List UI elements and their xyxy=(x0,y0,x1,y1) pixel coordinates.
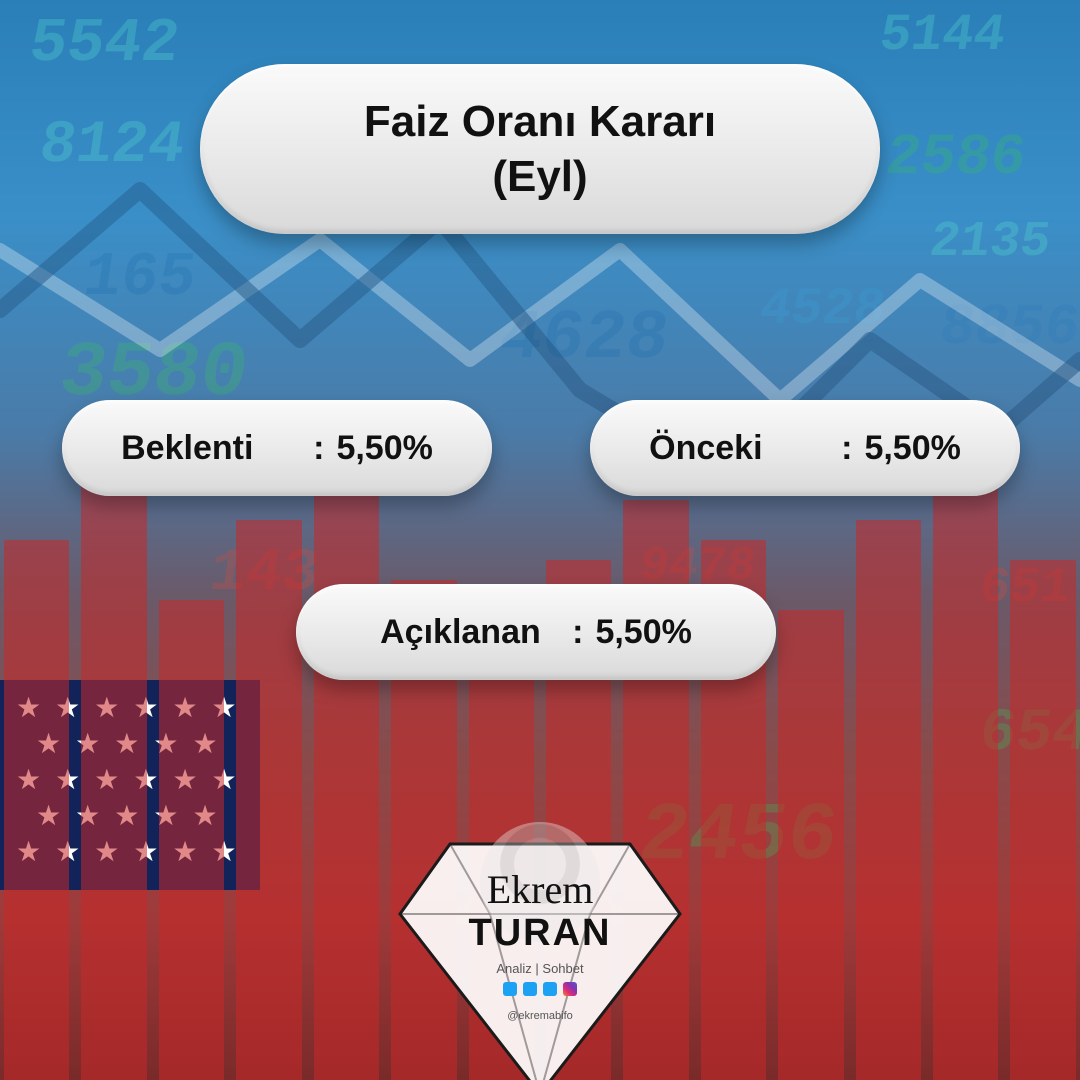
bar-chart xyxy=(0,460,1080,1080)
announced-label: Açıklanan xyxy=(380,613,560,652)
previous-pill: Önceki : 5,50% xyxy=(590,400,1020,496)
bar xyxy=(856,520,921,1080)
background-digit: 5542 xyxy=(25,8,184,79)
bar xyxy=(933,480,998,1080)
kv-separator: : xyxy=(841,429,852,468)
background-digit: 5144 xyxy=(876,6,1009,65)
title-pill: Faiz Oranı Kararı (Eyl) xyxy=(200,64,880,234)
bar xyxy=(469,610,534,1080)
bar xyxy=(4,540,69,1080)
background-digit: 2586 xyxy=(881,126,1029,191)
title-line-1: Faiz Oranı Kararı xyxy=(364,94,716,149)
bar xyxy=(778,610,843,1080)
bar xyxy=(1010,560,1075,1080)
previous-value: 5,50% xyxy=(864,429,960,468)
bar xyxy=(236,520,301,1080)
kv-separator: : xyxy=(313,429,324,468)
previous-label: Önceki xyxy=(649,429,829,468)
title-line-2: (Eyl) xyxy=(492,149,587,204)
infographic-canvas: 5542514481242586213516546284528885635801… xyxy=(0,0,1080,1080)
background-digit: 4628 xyxy=(494,300,673,379)
background-digit: 8856 xyxy=(935,296,1080,361)
bar xyxy=(159,600,224,1080)
background-digit: 4528 xyxy=(756,280,889,339)
background-digit: 2135 xyxy=(926,214,1054,271)
background-digit: 8124 xyxy=(35,112,189,180)
background-digit: 165 xyxy=(79,242,201,313)
bar xyxy=(81,480,146,1080)
expectation-label: Beklenti xyxy=(121,429,301,468)
expectation-pill: Beklenti : 5,50% xyxy=(62,400,492,496)
announced-pill: Açıklanan : 5,50% xyxy=(296,584,776,680)
expectation-value: 5,50% xyxy=(336,429,432,468)
bar xyxy=(314,470,379,1080)
kv-separator: : xyxy=(572,613,583,652)
announced-value: 5,50% xyxy=(595,613,691,652)
